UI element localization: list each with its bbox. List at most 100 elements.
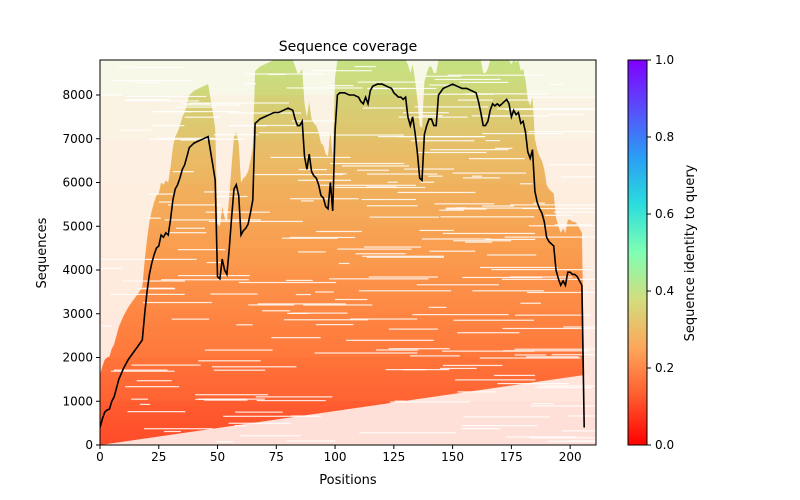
gap-streak [290,236,356,239]
gap-streak [234,424,247,427]
gap-streak [204,399,248,401]
gap-streak [204,191,240,193]
gap-streak [398,116,468,118]
gap-streak [510,204,596,206]
gap-streak [547,440,596,442]
x-tick-label: 125 [382,450,405,464]
gap-streak [135,66,184,68]
gap-streak [410,355,460,357]
gap-streak [359,432,456,434]
y-axis-label: Sequences [35,217,50,288]
gap-streak [369,216,439,218]
gap-streak [256,399,326,402]
y-tick-label: 7000 [62,132,93,146]
gap-streak [148,193,174,195]
gap-streak [457,391,496,393]
x-tick-label: 50 [210,450,225,464]
gap-streak [354,65,376,68]
colorbar-label: Sequence identity to query [683,164,698,341]
gap-streak [337,248,412,250]
gap-streak [471,175,483,177]
gap-streak [368,87,437,90]
gap-streak [439,209,464,211]
gap-streak [462,177,501,179]
gap-streak [184,116,221,118]
gap-streak [205,211,270,213]
gap-streak [397,191,476,194]
gap-streak [235,411,283,413]
gap-streak [375,349,419,351]
gap-streak [120,129,152,131]
gap-streak [163,430,181,433]
gap-streak [532,403,554,405]
gap-streak [485,139,501,142]
gap-streak [394,400,406,402]
colorbar-axis: 0.0 0.2 0.4 0.6 0.8 1.0 [647,53,674,452]
gap-streak [346,339,435,341]
gap-streak [185,104,241,106]
gap-streak [315,323,354,326]
gap-streak [295,293,311,296]
gap-streak [439,367,477,370]
gap-streak [548,83,564,86]
gap-streak [549,113,586,116]
gap-streak [338,262,350,265]
y-tick-label: 5000 [62,219,93,233]
gap-streak [297,179,352,181]
gap-streak [117,66,137,68]
gap-streak [465,241,492,243]
gap-streak [286,87,363,89]
gap-streak [167,204,221,206]
gap-streak [236,324,253,326]
gap-streak [188,102,289,104]
gap-streak [416,284,499,286]
gap-streak [166,232,207,234]
colorbar [627,59,648,446]
gap-streak [363,246,422,248]
y-tick-label: 3000 [62,307,93,321]
gap-streak [255,396,333,398]
gap-streak [110,370,175,372]
gap-streak [563,326,596,328]
gap-streak [493,374,535,377]
gap-streak [562,430,596,432]
gap-streak [455,207,467,209]
gap-streak [514,314,591,316]
gap-streak [421,135,486,138]
gap-streak [387,181,398,183]
gap-streak [172,171,194,173]
gap-streak [479,357,581,359]
gap-streak [423,93,494,95]
gap-streak [428,306,447,308]
y-tick-label: 1000 [62,394,93,408]
x-tick-label: 100 [324,450,347,464]
gap-streak [442,364,503,367]
gap-streak [238,281,337,284]
gap-streak [442,232,535,235]
gap-streak [366,173,438,175]
gap-streak [502,327,596,330]
gap-streak [447,74,546,76]
gap-streak [459,81,509,83]
gap-streak [330,162,405,165]
gap-streak [161,279,249,281]
gap-streak [417,151,487,154]
gap-streak [291,312,348,314]
x-axis-label: Positions [319,473,377,488]
gap-streak [491,268,594,271]
gap-streak [181,103,211,105]
gap-streak [319,134,404,136]
colorbar-tick-label: 0.4 [655,284,674,298]
gap-streak [208,220,303,222]
gap-streak [178,274,250,277]
gap-streak [503,350,590,352]
gap-streak [561,176,596,178]
coverage-line [100,83,585,428]
colorbar-tick-label: 1.0 [655,53,674,67]
gap-streak [252,173,344,176]
gap-streak [290,198,359,200]
gap-streak [244,73,325,75]
gap-streak [257,303,346,305]
gap-streak [240,435,301,437]
